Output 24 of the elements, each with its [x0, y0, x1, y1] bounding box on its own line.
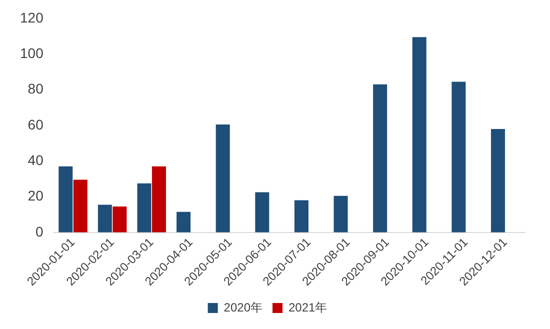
bar: [490, 128, 505, 232]
bar: [58, 166, 73, 232]
y-tick-label: 80: [28, 80, 44, 97]
y-tick-label: 120: [20, 9, 44, 26]
y-tick-label: 20: [28, 188, 44, 204]
bar: [98, 204, 112, 232]
y-tick-label: 0: [36, 223, 44, 240]
bar: [73, 180, 88, 232]
legend-label: 2020年: [224, 300, 263, 314]
bar: [373, 84, 388, 232]
y-tick-label: 60: [28, 116, 44, 132]
legend-label: 2021年: [288, 300, 328, 314]
bar: [137, 183, 152, 232]
bar: [216, 124, 230, 232]
bar: [255, 192, 270, 232]
bar: [334, 196, 348, 232]
bar: [112, 206, 127, 232]
bar: [152, 166, 166, 232]
bar: [452, 82, 466, 232]
bar: [294, 200, 308, 232]
y-tick-label: 40: [28, 152, 44, 168]
bar: [176, 212, 191, 232]
bar: [412, 37, 426, 232]
y-tick-label: 100: [20, 44, 44, 61]
